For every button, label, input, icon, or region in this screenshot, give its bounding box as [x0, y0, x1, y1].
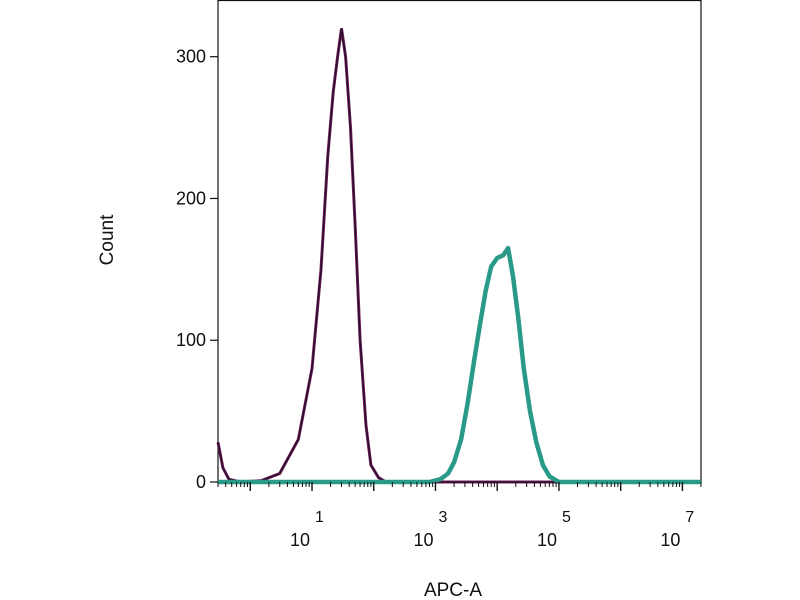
series-line-outer [216, 28, 701, 484]
y-axis-ticks: 0 100 200 300 [176, 47, 218, 492]
plot-frame [217, 0, 702, 484]
x-tick-label: 10 [537, 530, 557, 550]
plot-border [217, 0, 702, 484]
x-tick-label: 10 [413, 530, 433, 550]
series-line [217, 28, 701, 483]
y-tick-label: 200 [176, 188, 206, 208]
x-tick-exponent: 7 [685, 509, 694, 526]
y-axis-title: Count [97, 214, 118, 265]
x-axis-title: APC-A [424, 580, 482, 600]
y-tick-label: 300 [176, 47, 206, 67]
y-tick-label: 100 [176, 330, 206, 350]
x-tick-exponent: 3 [438, 509, 447, 526]
x-axis-ticks: 10 1 10 3 10 5 10 7 [217, 482, 702, 550]
series-line [218, 245, 701, 485]
series-layer [216, 28, 701, 485]
x-tick-exponent: 1 [315, 509, 324, 526]
x-tick-exponent: 5 [562, 509, 571, 526]
x-tick-label: 10 [660, 530, 680, 550]
y-tick-label: 0 [196, 472, 206, 492]
x-tick-label: 10 [290, 530, 310, 550]
